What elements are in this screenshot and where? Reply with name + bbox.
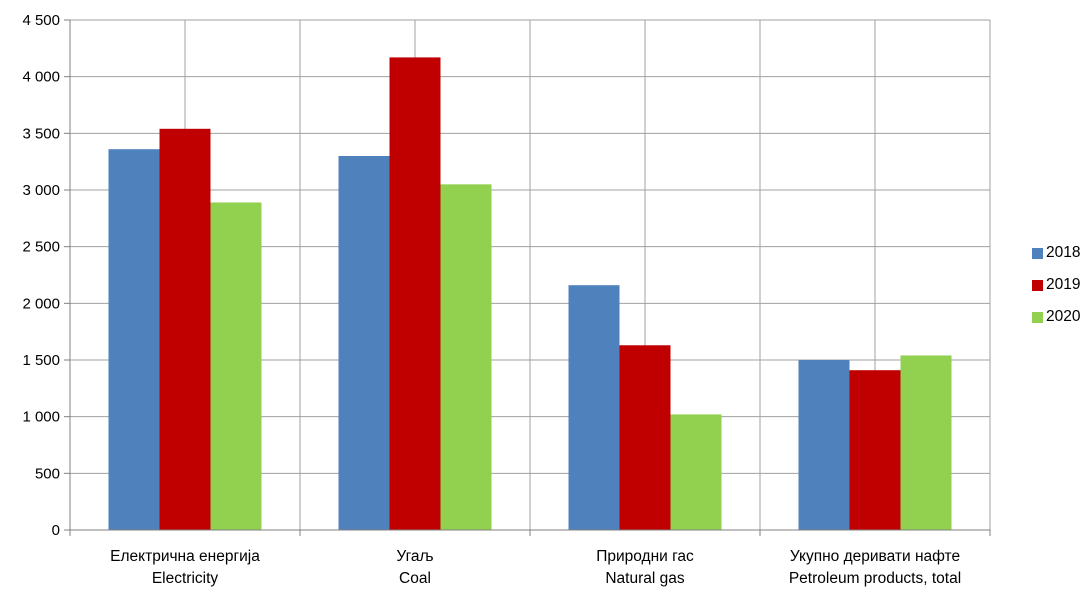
bar-2020-0 [211, 202, 262, 530]
x-category-label-2-1: Natural gas [605, 570, 685, 587]
y-tick-label: 0 [52, 522, 60, 539]
y-tick-label: 2 500 [22, 239, 60, 256]
y-tick-label: 1 500 [22, 352, 60, 369]
x-category-label-3-0: Укупно деривати нафте [790, 548, 960, 565]
legend-item-2018: 2018 [1032, 237, 1080, 269]
bar-2019-1 [390, 57, 441, 530]
legend-label-2018: 2018 [1046, 244, 1080, 262]
bar-2018-0 [109, 149, 160, 530]
legend-label-2020: 2020 [1046, 308, 1080, 326]
legend-swatch-2019 [1032, 280, 1043, 291]
y-tick-label: 1 000 [22, 409, 60, 426]
bar-2020-1 [441, 184, 492, 530]
bar-2018-2 [569, 285, 620, 530]
x-category-label-0-1: Electricity [152, 570, 219, 587]
legend: 2018 2019 2020 [1032, 237, 1080, 333]
bar-2018-1 [339, 156, 390, 530]
x-category-label-1-0: Угаљ [396, 548, 433, 565]
y-tick-label: 3 000 [22, 182, 60, 199]
x-category-label-1-1: Coal [399, 570, 431, 587]
x-category-label-0-0: Електрична енергија [110, 548, 260, 565]
legend-label-2019: 2019 [1046, 276, 1080, 294]
y-tick-label: 4 000 [22, 69, 60, 86]
y-tick-label: 500 [35, 465, 60, 482]
y-tick-label: 3 500 [22, 125, 60, 142]
bar-2020-2 [671, 414, 722, 530]
legend-item-2020: 2020 [1032, 301, 1080, 333]
y-tick-label: 4 500 [22, 12, 60, 29]
bar-2020-3 [901, 355, 952, 530]
legend-item-2019: 2019 [1032, 269, 1080, 301]
y-tick-label: 2 000 [22, 295, 60, 312]
legend-swatch-2020 [1032, 312, 1043, 323]
bar-2019-3 [850, 370, 901, 530]
legend-swatch-2018 [1032, 248, 1043, 259]
bar-2018-3 [799, 360, 850, 530]
bar-2019-0 [160, 129, 211, 530]
x-category-label-2-0: Природни гас [596, 548, 694, 565]
bar-2019-2 [620, 345, 671, 530]
x-category-label-3-1: Petroleum products, total [789, 570, 961, 587]
